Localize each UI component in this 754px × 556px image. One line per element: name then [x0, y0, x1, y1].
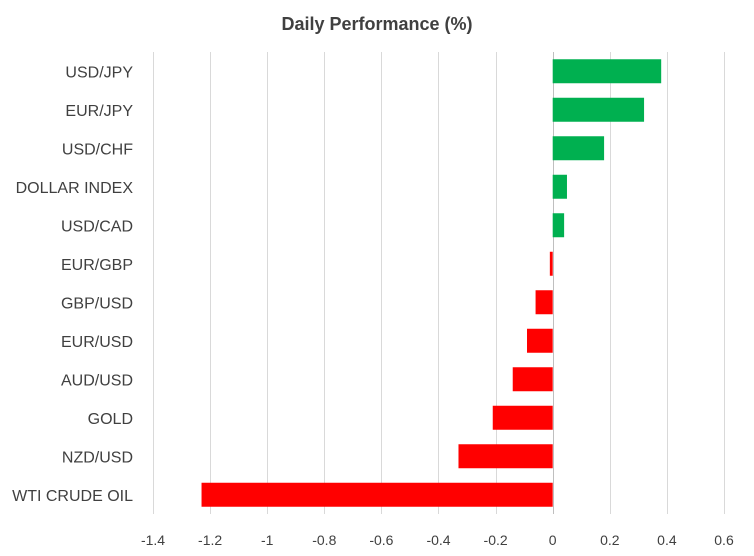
- x-tick-label-3: -0.8: [312, 532, 336, 548]
- x-tick-label-10: 0.6: [714, 532, 734, 548]
- bar-gold: [492, 405, 553, 430]
- category-label-11: WTI CRUDE OIL: [12, 488, 133, 505]
- bar-aud-usd: [512, 367, 553, 392]
- category-label-10: NZD/USD: [62, 449, 133, 466]
- x-tick-label-6: -0.2: [484, 532, 508, 548]
- bar-nzd-usd: [458, 444, 553, 469]
- category-label-1: EUR/JPY: [65, 103, 133, 120]
- gridlines: [153, 52, 725, 514]
- x-tick-label-5: -0.4: [426, 532, 450, 548]
- x-tick-label-9: 0.4: [657, 532, 677, 548]
- category-label-6: GBP/USD: [61, 295, 133, 312]
- chart-title: Daily Performance (%): [281, 14, 472, 34]
- x-tick-label-1: -1.2: [198, 532, 222, 548]
- x-tick-label-0: -1.4: [141, 532, 165, 548]
- x-tick-label-7: 0: [549, 532, 557, 548]
- category-label-7: EUR/USD: [61, 334, 133, 351]
- bar-dollar-index: [552, 174, 567, 199]
- bars: [201, 59, 662, 507]
- category-label-5: EUR/GBP: [61, 257, 133, 274]
- bar-usd-chf: [552, 136, 605, 161]
- category-label-3: DOLLAR INDEX: [16, 180, 134, 197]
- bar-eur-jpy: [552, 97, 645, 122]
- bar-eur-usd: [527, 328, 553, 353]
- category-label-2: USD/CHF: [62, 141, 133, 158]
- bar-wti-crude-oil: [201, 482, 553, 507]
- x-tick-label-8: 0.2: [600, 532, 620, 548]
- category-label-4: USD/CAD: [61, 218, 133, 235]
- bar-eur-gbp: [549, 251, 553, 276]
- x-tick-label-4: -0.6: [369, 532, 393, 548]
- bar-gbp-usd: [535, 290, 553, 315]
- x-axis-tick-labels: -1.4 -1.2 -1 -0.8 -0.6 -0.4 -0.2 0 0.2 0.4 0.6: [141, 532, 734, 548]
- category-label-8: AUD/USD: [61, 372, 133, 389]
- bar-usd-jpy: [552, 59, 662, 84]
- x-tick-label-2: -1: [261, 532, 274, 548]
- category-label-9: GOLD: [88, 411, 133, 428]
- bar-usd-cad: [552, 213, 565, 238]
- category-labels: USD/JPY EUR/JPY USD/CHF DOLLAR INDEX USD/CAD…: [12, 64, 133, 505]
- category-label-0: USD/JPY: [65, 64, 133, 81]
